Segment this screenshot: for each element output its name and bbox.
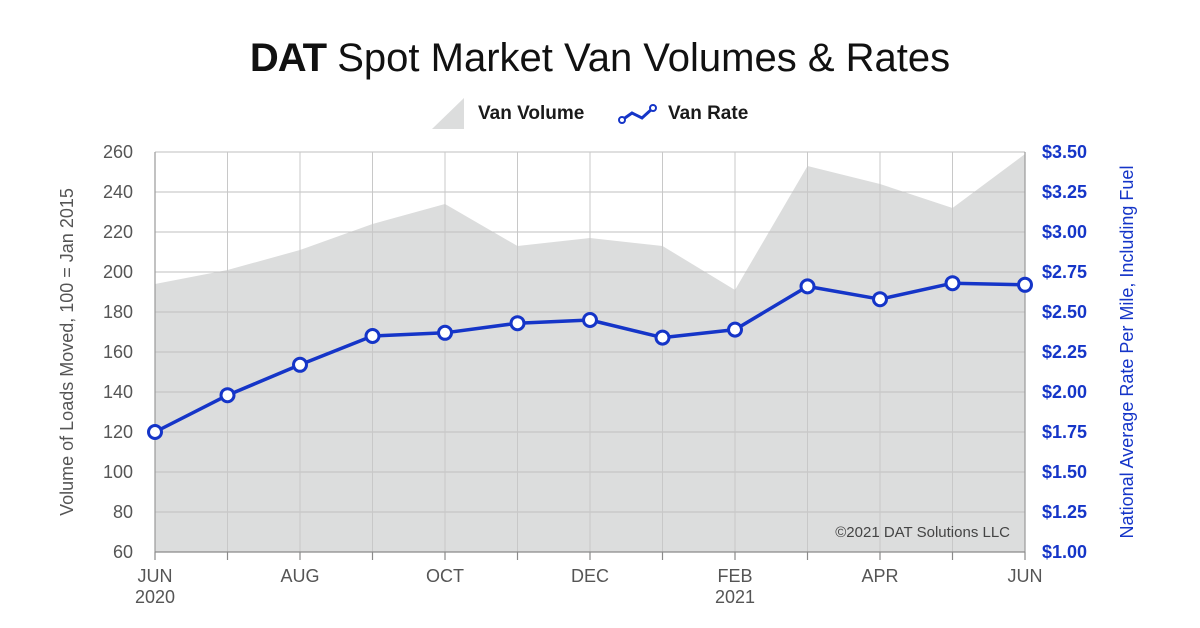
- title-brand: DAT: [249, 36, 327, 80]
- y-left-tick-label: 200: [103, 262, 133, 282]
- y-left-tick-label: 260: [103, 142, 133, 162]
- y-right-tick-label: $3.00: [1042, 222, 1087, 242]
- y-right-tick-label: $3.25: [1042, 182, 1087, 202]
- rate-point: [437, 324, 453, 341]
- axes: [154, 152, 1026, 560]
- title-text: Spot Market Van Volumes & Rates: [337, 36, 951, 80]
- rate-point: [799, 278, 816, 295]
- rate-point: [147, 424, 163, 440]
- line-swatch-icon: [618, 104, 657, 124]
- y-right-tick-label: $1.25: [1042, 502, 1087, 522]
- x-tick-label: JUN: [1008, 566, 1043, 586]
- legend-label-van-volume: Van Volume: [478, 103, 585, 124]
- rate-point: [872, 291, 888, 308]
- chart-title: DAT Spot Market Van Volumes & Rates: [0, 36, 1200, 81]
- x-tick-label: 2021: [715, 587, 755, 607]
- y-right-tick-label: $2.50: [1042, 302, 1087, 322]
- rate-point: [654, 329, 671, 346]
- legend-item-van-volume: Van Volume: [432, 96, 584, 132]
- tick-labels: 60 80 100 120 140 160 180 200 220 240 260 $1.00 $1.2…: [57, 142, 1137, 607]
- rate-point: [219, 387, 236, 404]
- rate-point: [509, 315, 526, 332]
- y-left-axis-title: Volume of Loads Moved, 100 = Jan 2015: [57, 188, 77, 516]
- rate-point: [292, 356, 308, 373]
- y-right-tick-label: $1.00: [1042, 542, 1087, 562]
- copyright-text: ©2021 DAT Solutions LLC: [835, 524, 1010, 541]
- legend-item-van-rate: Van Rate: [618, 96, 748, 132]
- y-left-tick-label: 140: [103, 382, 133, 402]
- x-tick-label: AUG: [280, 566, 319, 586]
- y-right-tick-label: $1.50: [1042, 462, 1087, 482]
- x-tick-label: 2020: [135, 587, 175, 607]
- y-left-tick-label: 100: [103, 462, 133, 482]
- x-tick-label: APR: [861, 566, 898, 586]
- y-left-tick-label: 120: [103, 422, 133, 442]
- rate-point: [364, 328, 381, 344]
- y-left-tick-label: 160: [103, 342, 133, 362]
- rate-point: [582, 312, 598, 328]
- y-right-tick-label: $3.50: [1042, 142, 1087, 162]
- y-left-tick-label: 240: [103, 182, 133, 202]
- x-tick-label: FEB: [717, 566, 752, 586]
- legend-label-van-rate: Van Rate: [668, 103, 749, 124]
- y-right-tick-label: $2.75: [1042, 262, 1087, 282]
- legend: Van Volume Van Rate: [0, 96, 1200, 132]
- rate-line-layer: [147, 275, 1033, 440]
- y-left-tick-label: 220: [103, 222, 133, 242]
- rate-point: [1017, 276, 1033, 293]
- x-tick-label: DEC: [571, 566, 609, 586]
- y-right-tick-label: $2.25: [1042, 342, 1087, 362]
- y-right-tick-label: $2.00: [1042, 382, 1087, 402]
- rate-point: [944, 275, 961, 292]
- x-tick-label: JUN: [138, 566, 173, 586]
- y-right-axis-title: National Average Rate Per Mile, Includin…: [1117, 166, 1137, 539]
- x-tick-label: OCT: [426, 566, 464, 586]
- y-left-tick-label: 180: [103, 302, 133, 322]
- y-right-tick-label: $1.75: [1042, 422, 1087, 442]
- y-left-tick-label: 60: [113, 542, 133, 562]
- rate-point: [727, 321, 743, 338]
- area-swatch-icon: [432, 98, 464, 129]
- y-left-tick-label: 80: [113, 502, 133, 522]
